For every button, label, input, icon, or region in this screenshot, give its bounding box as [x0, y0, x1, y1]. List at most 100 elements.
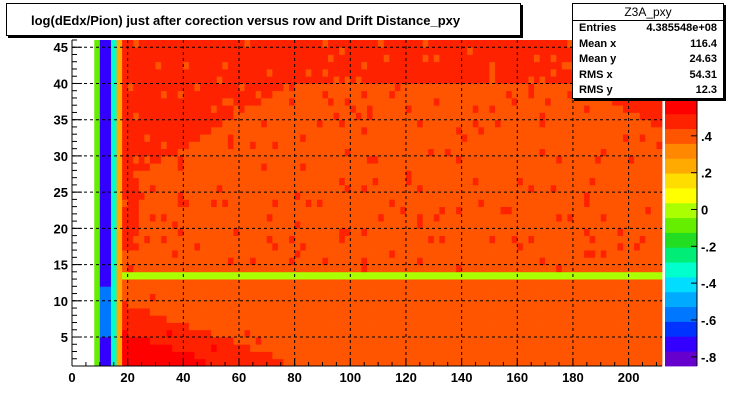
heatmap-cell — [378, 97, 385, 106]
heatmap-cell — [634, 235, 641, 244]
heatmap-cell — [561, 213, 568, 222]
heatmap-cell — [316, 279, 323, 287]
heatmap-cell — [411, 76, 418, 84]
heatmap-cell — [405, 148, 412, 157]
heatmap-cell — [433, 293, 440, 302]
heatmap-cell — [617, 206, 624, 215]
palette-swatch — [665, 99, 697, 115]
heatmap-cell — [533, 308, 540, 316]
heatmap-cell — [105, 40, 112, 48]
heatmap-cell — [634, 112, 641, 121]
heatmap-cell — [539, 134, 546, 142]
heatmap-cell — [238, 322, 245, 331]
heatmap-cell — [344, 351, 351, 360]
heatmap-cell — [116, 148, 123, 157]
heatmap-cell — [155, 163, 162, 171]
heatmap-cell — [506, 315, 513, 323]
heatmap-cell — [133, 177, 140, 186]
heatmap-cell — [305, 271, 312, 280]
heatmap-cell — [489, 221, 496, 229]
heatmap-cell — [561, 76, 568, 84]
heatmap-cell — [294, 112, 301, 121]
heatmap-cell — [161, 344, 168, 352]
heatmap-cell — [222, 40, 229, 48]
heatmap-cell — [172, 300, 179, 309]
heatmap-cell — [517, 308, 524, 316]
heatmap-cell — [294, 329, 301, 338]
heatmap-cell — [328, 271, 335, 280]
heatmap-cell — [277, 315, 284, 323]
heatmap-cell — [344, 148, 351, 157]
heatmap-cell — [611, 344, 618, 352]
heatmap-cell — [444, 97, 451, 106]
heatmap-cell — [556, 192, 563, 200]
heatmap-cell — [277, 257, 284, 265]
heatmap-cell — [172, 192, 179, 200]
heatmap-cell — [517, 264, 524, 273]
heatmap-cell — [623, 177, 630, 186]
heatmap-cell — [478, 329, 485, 338]
heatmap-cell — [389, 315, 396, 323]
heatmap-cell — [550, 68, 557, 77]
heatmap-cell — [127, 54, 134, 63]
heatmap-cell — [110, 155, 117, 164]
heatmap-cell — [634, 344, 641, 352]
heatmap-cell — [300, 264, 307, 273]
heatmap-cell — [238, 68, 245, 77]
heatmap-cell — [372, 76, 379, 84]
heatmap-cell — [428, 286, 435, 294]
heatmap-cell — [461, 112, 468, 121]
heatmap-cell — [600, 221, 607, 229]
heatmap-cell — [400, 257, 407, 265]
heatmap-cell — [394, 134, 401, 142]
heatmap-cell — [222, 141, 229, 150]
heatmap-cell — [378, 177, 385, 186]
heatmap-cell — [116, 329, 123, 338]
heatmap-cell — [550, 264, 557, 273]
heatmap-cell — [506, 192, 513, 200]
heatmap-cell — [328, 242, 335, 251]
heatmap-cell — [433, 54, 440, 63]
heatmap-cell — [617, 235, 624, 244]
heatmap-cell — [522, 141, 529, 150]
heatmap-cell — [511, 163, 518, 171]
heatmap-cell — [216, 155, 223, 164]
heatmap-cell — [444, 119, 451, 128]
heatmap-cell — [483, 76, 490, 84]
heatmap-cell — [127, 300, 134, 309]
heatmap-cell — [417, 206, 424, 215]
heatmap-cell — [472, 155, 479, 164]
heatmap-cell — [244, 163, 251, 171]
heatmap-cell — [511, 54, 518, 63]
heatmap-cell — [433, 155, 440, 164]
heatmap-cell — [149, 90, 156, 99]
heatmap-cell — [105, 155, 112, 164]
heatmap-cell — [255, 271, 262, 280]
heatmap-cell — [255, 76, 262, 84]
heatmap-cell — [216, 315, 223, 323]
heatmap-cell — [183, 329, 190, 338]
heatmap-cell — [172, 47, 179, 55]
heatmap-cell — [233, 47, 240, 55]
heatmap-cell — [294, 221, 301, 229]
heatmap-cell — [194, 300, 201, 309]
heatmap-cell — [539, 126, 546, 135]
heatmap-cell — [238, 293, 245, 302]
heatmap-cell — [489, 134, 496, 142]
heatmap-cell — [572, 279, 579, 287]
stats-row-mean-y: Mean y 24.63 — [573, 52, 723, 68]
heatmap-cell — [550, 148, 557, 157]
heatmap-cell — [572, 199, 579, 208]
heatmap-cell — [478, 90, 485, 99]
heatmap-cell — [444, 279, 451, 287]
heatmap-cell — [233, 337, 240, 345]
heatmap-cell — [211, 235, 218, 244]
heatmap-cell — [617, 163, 624, 171]
heatmap-cell — [177, 329, 184, 338]
palette-tick-label: -.6 — [701, 313, 716, 328]
heatmap-cell — [277, 61, 284, 70]
heatmap-cell — [177, 40, 184, 48]
heatmap-cell — [478, 199, 485, 208]
heatmap-cell — [283, 148, 290, 157]
heatmap-cell — [506, 47, 513, 55]
